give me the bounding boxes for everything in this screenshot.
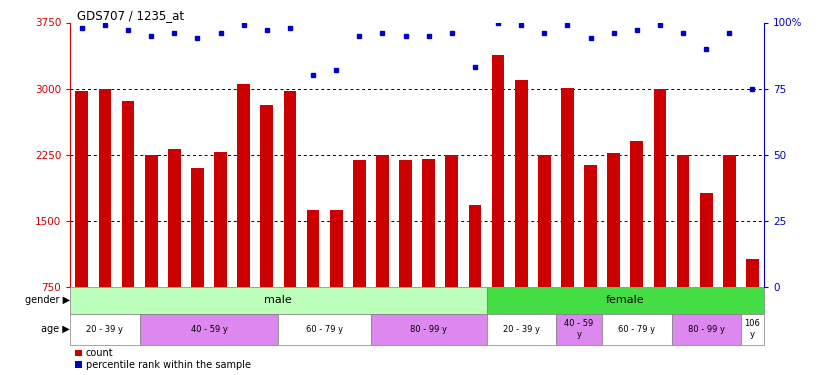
Bar: [538, 155, 551, 287]
Bar: [723, 155, 736, 287]
Bar: [515, 80, 528, 287]
Bar: [214, 152, 227, 287]
Bar: [121, 101, 135, 287]
Text: 106
y: 106 y: [744, 320, 761, 339]
Text: male: male: [264, 295, 292, 305]
Bar: [653, 88, 667, 287]
Bar: [399, 160, 412, 287]
Bar: [607, 153, 620, 287]
Bar: [630, 141, 643, 287]
Text: female: female: [606, 295, 644, 305]
Bar: [491, 55, 505, 287]
Bar: [487, 287, 764, 314]
Text: 80 - 99 y: 80 - 99 y: [411, 325, 447, 334]
Text: 60 - 79 y: 60 - 79 y: [619, 325, 655, 334]
Bar: [70, 287, 487, 314]
Bar: [376, 155, 389, 287]
Bar: [487, 314, 556, 345]
Bar: [445, 155, 458, 287]
Text: 60 - 79 y: 60 - 79 y: [306, 325, 343, 334]
Bar: [140, 314, 278, 345]
Bar: [306, 210, 320, 287]
Text: 20 - 39 y: 20 - 39 y: [503, 325, 539, 334]
Bar: [168, 148, 181, 287]
Text: GDS707 / 1235_at: GDS707 / 1235_at: [77, 9, 184, 22]
Text: 40 - 59 y: 40 - 59 y: [191, 325, 227, 334]
Bar: [98, 88, 112, 287]
Bar: [191, 168, 204, 287]
Bar: [676, 155, 690, 287]
Legend: count, percentile rank within the sample: count, percentile rank within the sample: [75, 348, 251, 370]
Text: 40 - 59
y: 40 - 59 y: [564, 320, 594, 339]
Bar: [353, 160, 366, 287]
Bar: [283, 91, 297, 287]
Text: age ▶: age ▶: [41, 324, 70, 334]
Bar: [561, 88, 574, 287]
Text: 80 - 99 y: 80 - 99 y: [688, 325, 724, 334]
Text: 20 - 39 y: 20 - 39 y: [87, 325, 123, 334]
Text: gender ▶: gender ▶: [25, 295, 70, 305]
Bar: [672, 314, 741, 345]
Bar: [330, 210, 343, 287]
Bar: [741, 314, 764, 345]
Bar: [584, 165, 597, 287]
Bar: [556, 314, 602, 345]
Bar: [75, 91, 88, 287]
Bar: [468, 205, 482, 287]
Bar: [145, 155, 158, 287]
Bar: [422, 159, 435, 287]
Bar: [602, 314, 672, 345]
Bar: [746, 259, 759, 287]
Bar: [700, 193, 713, 287]
Bar: [260, 105, 273, 287]
Bar: [278, 314, 371, 345]
Bar: [70, 314, 140, 345]
Bar: [237, 84, 250, 287]
Bar: [371, 314, 487, 345]
